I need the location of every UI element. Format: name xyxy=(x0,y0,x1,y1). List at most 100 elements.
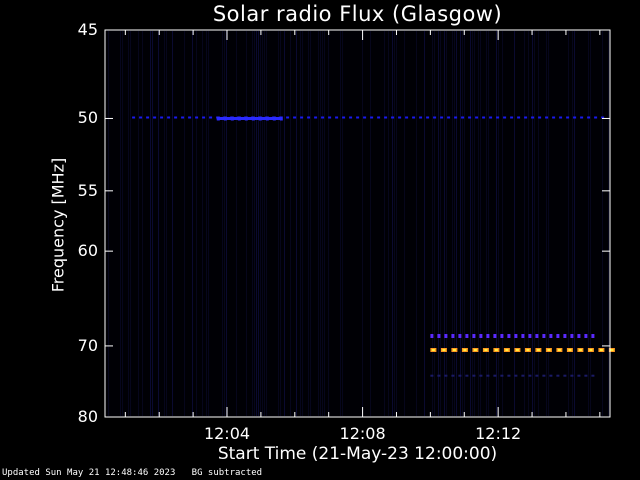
emission-mark xyxy=(584,334,588,338)
texture-stripe xyxy=(440,31,441,416)
emission-mark xyxy=(356,116,360,119)
texture-stripe xyxy=(226,31,227,416)
emission-mark-core xyxy=(599,349,603,351)
emission-mark xyxy=(321,116,325,119)
texture-stripe xyxy=(206,31,207,416)
texture-stripe xyxy=(388,31,389,416)
texture-stripe xyxy=(318,31,319,416)
emission-mark xyxy=(479,334,483,338)
y-tick-label: 55 xyxy=(77,180,98,200)
texture-stripe xyxy=(138,31,139,416)
texture-stripe xyxy=(572,31,573,416)
emission-mark xyxy=(545,116,549,119)
emission-mark xyxy=(209,116,213,119)
emission-mark xyxy=(458,334,462,338)
texture-stripe xyxy=(602,31,603,416)
texture-stripe xyxy=(472,31,473,416)
emission-mark xyxy=(279,116,283,121)
texture-stripe xyxy=(532,31,533,416)
texture-stripe xyxy=(150,31,151,416)
emission-mark xyxy=(412,116,416,119)
footer-updated: Updated Sun May 21 12:48:46 2023 xyxy=(2,468,176,478)
texture-stripe xyxy=(142,31,143,416)
emission-mark xyxy=(132,116,136,119)
emission-mark xyxy=(601,116,605,119)
emission-mark xyxy=(391,116,395,119)
texture-stripe xyxy=(590,31,591,416)
emission-features xyxy=(132,116,615,377)
texture-stripe xyxy=(264,31,265,416)
emission-mark xyxy=(559,116,563,119)
emission-mark xyxy=(535,334,539,338)
emission-mark xyxy=(542,334,546,338)
texture-stripe xyxy=(404,31,405,416)
texture-stripe xyxy=(158,31,159,416)
emission-mark xyxy=(556,374,560,377)
texture-stripe xyxy=(392,31,393,416)
texture-stripe xyxy=(424,31,425,416)
emission-mark xyxy=(440,116,444,119)
emission-mark xyxy=(587,116,591,119)
emission-mark-core xyxy=(473,349,477,351)
footer-note: BG subtracted xyxy=(191,468,263,478)
emission-mark xyxy=(563,334,567,338)
emission-mark-core xyxy=(463,349,467,351)
emission-mark xyxy=(580,116,584,119)
emission-mark xyxy=(188,116,192,119)
emission-mark xyxy=(314,116,318,119)
emission-mark xyxy=(549,374,553,377)
emission-mark xyxy=(419,116,423,119)
emission-mark-core xyxy=(442,349,446,351)
emission-mark xyxy=(482,116,486,119)
texture-stripe xyxy=(370,31,371,416)
emission-mark xyxy=(517,116,521,119)
emission-mark xyxy=(328,116,332,119)
texture-stripe xyxy=(432,31,433,416)
emission-mark xyxy=(472,374,476,377)
texture-stripe xyxy=(284,31,285,416)
texture-stripe xyxy=(438,31,439,416)
texture-stripe xyxy=(452,31,453,416)
texture-stripe xyxy=(302,31,303,416)
x-axis-label: Start Time (21-May-23 12:00:00) xyxy=(217,444,498,464)
texture-stripe xyxy=(470,31,471,416)
y-tick-label: 60 xyxy=(77,241,98,261)
texture-stripe xyxy=(122,31,123,416)
emission-mark xyxy=(139,116,143,119)
y-axis-label: Frequency [MHz] xyxy=(48,157,68,293)
texture-stripe xyxy=(184,31,185,416)
emission-mark xyxy=(570,334,574,338)
emission-mark xyxy=(370,116,374,119)
emission-mark-core xyxy=(536,349,540,351)
background-texture xyxy=(108,31,609,416)
emission-mark xyxy=(437,374,441,377)
texture-stripe xyxy=(574,31,575,416)
texture-stripe xyxy=(568,31,569,416)
texture-stripe xyxy=(434,31,435,416)
emission-mark xyxy=(521,334,525,338)
texture-stripe xyxy=(462,31,463,416)
emission-mark-core xyxy=(610,349,614,351)
emission-mark-core xyxy=(526,349,530,351)
emission-mark xyxy=(451,334,455,338)
emission-mark xyxy=(146,116,150,119)
emission-mark xyxy=(444,334,448,338)
texture-stripe xyxy=(130,31,131,416)
texture-stripe xyxy=(538,31,539,416)
emission-mark xyxy=(577,374,581,377)
texture-stripe xyxy=(444,31,445,416)
texture-stripe xyxy=(260,31,261,416)
emission-mark xyxy=(514,374,518,377)
emission-mark xyxy=(384,116,388,119)
emission-mark xyxy=(349,116,353,119)
emission-mark xyxy=(293,116,297,119)
emission-mark xyxy=(475,116,479,119)
y-axis-ticks xyxy=(105,29,610,418)
x-tick-label: 12:12 xyxy=(475,424,522,443)
texture-stripe xyxy=(172,31,173,416)
emission-mark-core xyxy=(494,349,498,351)
emission-mark xyxy=(153,116,157,119)
emission-mark xyxy=(563,374,567,377)
texture-stripe xyxy=(328,31,329,416)
texture-stripe xyxy=(310,31,311,416)
